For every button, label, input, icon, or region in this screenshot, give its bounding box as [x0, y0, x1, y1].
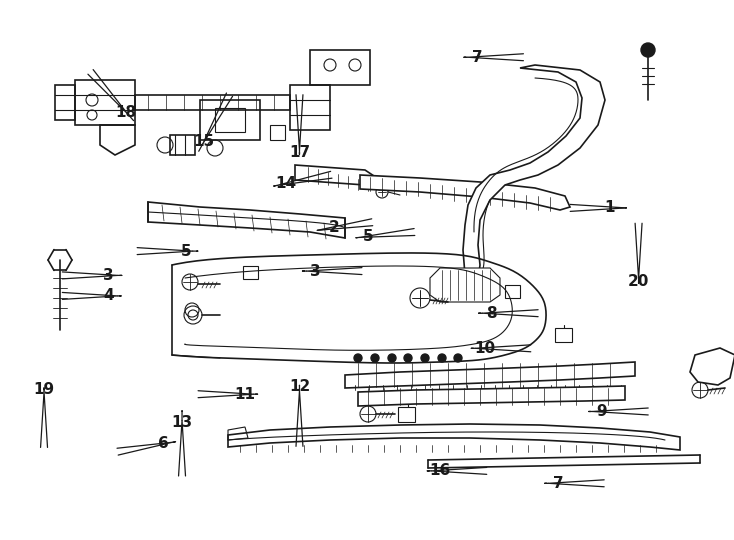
- Text: 8: 8: [487, 306, 497, 321]
- Polygon shape: [463, 65, 605, 280]
- Text: 3: 3: [310, 264, 321, 279]
- Text: 15: 15: [194, 134, 214, 149]
- Text: 7: 7: [472, 50, 482, 65]
- Circle shape: [438, 354, 446, 362]
- Text: 20: 20: [628, 274, 650, 289]
- Text: 1: 1: [604, 200, 614, 215]
- Circle shape: [421, 354, 429, 362]
- Text: 4: 4: [103, 288, 114, 303]
- Polygon shape: [690, 348, 734, 385]
- Polygon shape: [295, 165, 380, 190]
- Text: 7: 7: [553, 476, 563, 491]
- Circle shape: [641, 43, 655, 57]
- Circle shape: [371, 354, 379, 362]
- Text: 10: 10: [474, 341, 495, 356]
- Text: 6: 6: [158, 436, 168, 451]
- Text: 19: 19: [34, 382, 54, 397]
- Circle shape: [454, 354, 462, 362]
- Polygon shape: [148, 202, 345, 238]
- Circle shape: [354, 354, 362, 362]
- Text: 14: 14: [276, 176, 297, 191]
- Text: 9: 9: [597, 404, 607, 419]
- Circle shape: [404, 354, 412, 362]
- Text: 11: 11: [234, 387, 255, 402]
- Polygon shape: [358, 386, 625, 406]
- Text: 13: 13: [172, 415, 192, 430]
- Circle shape: [388, 354, 396, 362]
- Text: 5: 5: [181, 244, 191, 259]
- Text: 2: 2: [329, 220, 339, 235]
- Polygon shape: [360, 175, 570, 210]
- Polygon shape: [228, 424, 680, 450]
- Polygon shape: [345, 362, 635, 388]
- Text: 12: 12: [289, 379, 310, 394]
- Text: 18: 18: [116, 105, 137, 120]
- Text: 16: 16: [430, 463, 451, 478]
- Polygon shape: [430, 268, 500, 302]
- Text: 17: 17: [289, 145, 310, 160]
- Text: 3: 3: [103, 268, 114, 283]
- Text: 5: 5: [363, 229, 374, 244]
